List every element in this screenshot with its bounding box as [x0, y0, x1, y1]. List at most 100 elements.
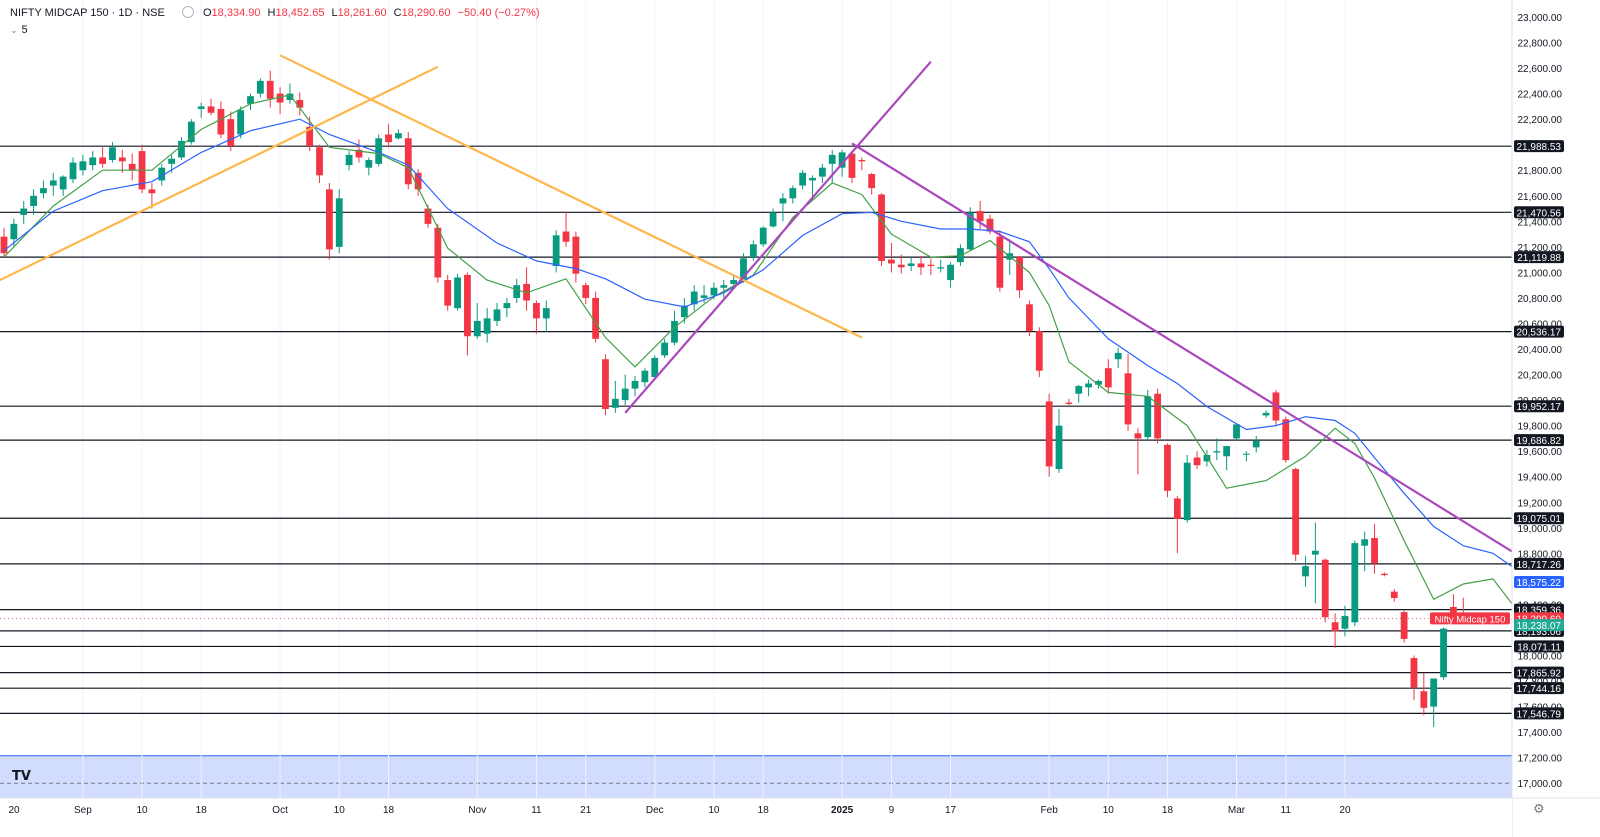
candle — [602, 354, 609, 416]
symbol-name-tag-label: Nifty Midcap 150 — [1435, 614, 1506, 625]
candle — [276, 87, 284, 115]
candle — [799, 170, 807, 190]
level-tag — [1514, 707, 1564, 720]
candle — [1262, 410, 1270, 418]
candle — [1361, 531, 1369, 572]
chevron-down-icon[interactable]: ⌄ — [10, 25, 18, 35]
candle — [59, 175, 67, 196]
level-tag — [1514, 557, 1564, 570]
candle — [1173, 495, 1181, 554]
candle — [434, 223, 442, 283]
candle-body — [1055, 425, 1063, 470]
candle — [947, 262, 954, 288]
candle-body — [1114, 352, 1122, 360]
trendline — [279, 54, 863, 339]
level-tag-label: 19,686.82 — [1517, 436, 1562, 447]
candle — [1144, 389, 1152, 441]
x-tick-label: Sep — [74, 805, 92, 816]
y-tick-label: 21,200.00 — [1518, 243, 1563, 254]
candle — [878, 193, 885, 267]
x-tick-label: 11 — [531, 805, 542, 816]
candle-body — [552, 235, 560, 267]
candle-body — [464, 274, 471, 337]
y-tick-label: 19,800.00 — [1518, 422, 1563, 433]
candle-body — [720, 285, 728, 288]
candle-body — [503, 303, 511, 309]
candle-body — [168, 158, 176, 164]
candle-body — [207, 106, 215, 113]
candle-body — [1233, 424, 1240, 439]
candle — [375, 134, 383, 167]
candle-body — [1095, 380, 1102, 385]
candle — [1104, 359, 1112, 394]
candle — [562, 212, 570, 247]
candle-body — [621, 388, 629, 401]
candle — [1390, 589, 1398, 602]
candle-body — [947, 264, 954, 281]
candle-body — [395, 133, 402, 139]
candle — [542, 300, 550, 333]
candle-body — [1302, 566, 1309, 577]
candle — [651, 355, 659, 380]
y-tick-label: 22,200.00 — [1518, 115, 1563, 126]
candle-body — [1026, 304, 1033, 332]
symbol-title[interactable]: NIFTY MIDCAP 150 · 1D · NSE — [10, 7, 165, 19]
candle — [897, 254, 905, 274]
candle-body — [1311, 550, 1319, 555]
candle-body — [1242, 453, 1250, 455]
candle-body — [1430, 678, 1438, 707]
candle-body — [493, 309, 501, 321]
candle — [20, 200, 28, 224]
x-tick-label: 21 — [580, 805, 592, 816]
candle-body — [1124, 373, 1132, 425]
candle-body — [966, 212, 974, 250]
candle — [30, 189, 37, 215]
candle-body — [217, 108, 225, 135]
y-tick-label: 23,000.00 — [1518, 13, 1563, 24]
candle-body — [917, 263, 925, 268]
candle-body — [1075, 386, 1083, 394]
candle-body — [759, 227, 767, 245]
candle-body — [1085, 383, 1092, 388]
candle — [187, 119, 195, 145]
x-tick-label: 2025 — [831, 805, 854, 816]
level-tag — [1514, 400, 1564, 413]
y-tick-label: 17,400.00 — [1518, 728, 1563, 739]
change-value: −50.40 (−0.27%) — [457, 7, 540, 19]
tradingview-logo-icon: TV — [12, 769, 31, 784]
gear-icon[interactable]: ⚙ — [1533, 801, 1545, 816]
price-tag — [1514, 576, 1564, 589]
candle — [661, 338, 669, 358]
candle — [99, 147, 106, 168]
candle — [917, 255, 925, 275]
candle-body — [1164, 444, 1171, 491]
candle-body — [730, 280, 738, 284]
candle — [503, 297, 511, 318]
candle-body — [404, 138, 412, 185]
candle-body — [89, 157, 97, 166]
candle-body — [1440, 628, 1447, 678]
candle — [592, 291, 599, 343]
level-tag-label: 21,119.88 — [1517, 253, 1561, 264]
candle — [414, 168, 422, 196]
candle — [611, 380, 619, 413]
candle-body — [128, 163, 136, 171]
candle-body — [99, 157, 106, 164]
candle — [128, 153, 136, 181]
candle — [89, 151, 97, 171]
candle-body — [1390, 591, 1398, 599]
candle — [464, 272, 471, 356]
candle — [1233, 424, 1240, 441]
candle-body — [818, 167, 826, 177]
candle — [49, 172, 57, 196]
candle — [1440, 627, 1447, 680]
candle-body — [542, 308, 550, 319]
x-tick-label: 20 — [1339, 805, 1351, 816]
indicator-toggle[interactable]: ⌄ 5 — [10, 24, 28, 36]
x-tick-label: 9 — [889, 805, 895, 816]
candle-body — [335, 198, 343, 247]
x-tick-label: 10 — [708, 805, 720, 816]
level-tag — [1514, 251, 1564, 264]
